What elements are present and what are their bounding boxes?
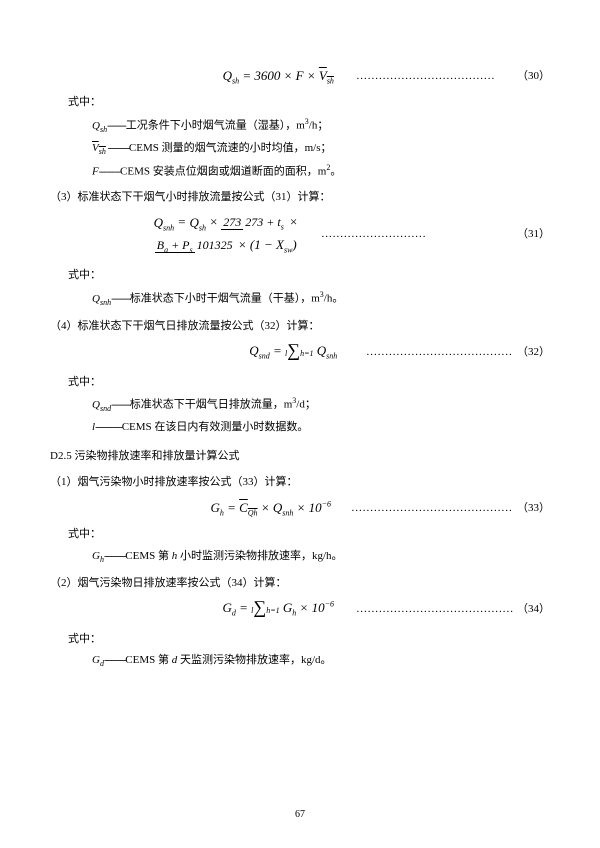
definition-line: Qsnd-------标准状态下干烟气日排放流量，m3/d； (92, 395, 550, 416)
definition-line: Vsh --------CEMS 测量的烟气流速的小时均值，m/s； (92, 140, 550, 159)
def33-list: Gh--------CEMS 第 h 小时监测污染物排放速率，kg/h。 (50, 548, 550, 567)
eq31-formula: Qsnh = Qsh × 273273 + ts × Ba + Ps101325… (130, 212, 322, 257)
sec32-intro: （4）标准状态下干烟气日排放流量按公式（32）计算： (50, 318, 550, 336)
section-d25: D2.5 污染物排放速率和排放量计算公式 (50, 448, 550, 466)
def31-list: Qsnh-------标准状态下小时干烟气流量（干基），m3/h。 (50, 289, 550, 310)
where-label-3: 式中： (68, 374, 550, 392)
eq32-dots: ........................................… (367, 344, 514, 362)
where-label-4: 式中： (68, 526, 550, 544)
def34-list: Gd--------CEMS 第 d 天监测污染物排放速率，kg/d。 (50, 652, 550, 671)
def30-list: Qsh-------工况条件下小时烟气流量（湿基），m3/h； Vsh -----… (50, 116, 550, 181)
equation-34: Gd = l∑h=1 Gh × 10−6 ...................… (50, 598, 550, 620)
equation-31: Qsnh = Qsh × 273273 + ts × Ba + Ps101325… (50, 212, 550, 257)
definition-line: Qsh-------工况条件下小时烟气流量（湿基），m3/h； (92, 116, 550, 137)
eq30-num: （30） (513, 68, 550, 86)
equation-32: Qsnd = l∑h=1 Qsnh ......................… (50, 341, 550, 363)
eq32-formula: Qsnd = l∑h=1 Qsnh (220, 341, 367, 363)
eq34-dots: ........................................… (357, 601, 514, 619)
eq33-formula: Gh = CQh × Qsnh × 10−6 (190, 498, 352, 520)
eq33-num: （33） (513, 500, 550, 518)
eq32-num: （32） (513, 344, 550, 362)
definition-line: Gd--------CEMS 第 d 天监测污染物排放速率，kg/d。 (92, 652, 550, 671)
eq31-dots: ............................ (322, 226, 514, 244)
def32-list: Qsnd-------标准状态下干烟气日排放流量，m3/d； l---------… (50, 395, 550, 436)
eq34-num: （34） (513, 601, 550, 619)
where-label-2: 式中： (68, 267, 550, 285)
sec33-intro: （1）烟气污染物小时排放速率按公式（33）计算： (50, 474, 550, 492)
definition-line: Gh--------CEMS 第 h 小时监测污染物排放速率，kg/h。 (92, 548, 550, 567)
eq34-formula: Gd = l∑h=1 Gh × 10−6 (200, 598, 357, 620)
eq33-dots: ........................................… (352, 500, 514, 518)
equation-33: Gh = CQh × Qsnh × 10−6 .................… (50, 498, 550, 520)
definition-line: Qsnh-------标准状态下小时干烟气流量（干基），m3/h。 (92, 289, 550, 310)
eq30-dots: ..................................... (357, 68, 514, 86)
page-number: 67 (0, 807, 600, 823)
equation-30: Qsh = 3600 × F × Vsh ...................… (50, 66, 550, 88)
sec31-intro: （3）标准状态下干烟气小时排放流量按公式（31）计算： (50, 189, 550, 207)
where-label-1: 式中： (68, 94, 550, 112)
definition-line: F--------CEMS 安装点位烟囱或烟道断面的面积，m2。 (92, 162, 550, 181)
where-label-5: 式中： (68, 631, 550, 649)
eq30-formula: Qsh = 3600 × F × Vsh (200, 66, 357, 88)
sec34-intro: （2）烟气污染物日排放速率按公式（34）计算： (50, 575, 550, 593)
eq31-num: （31） (513, 226, 550, 244)
definition-line: l----------CEMS 在该日内有效测量小时数据数。 (92, 419, 550, 437)
